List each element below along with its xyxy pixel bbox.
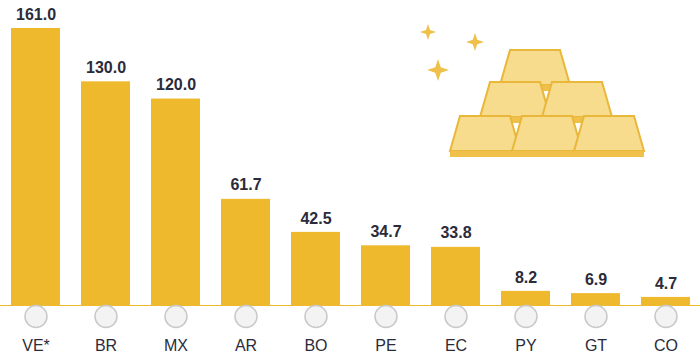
svg-text:61.7: 61.7 (230, 176, 261, 193)
svg-text:130.0: 130.0 (86, 59, 126, 76)
svg-text:34.7: 34.7 (370, 223, 401, 240)
svg-text:MX: MX (164, 337, 188, 354)
svg-text:8.2: 8.2 (515, 269, 537, 286)
svg-text:161.0: 161.0 (16, 6, 56, 23)
svg-text:PY: PY (515, 337, 537, 354)
svg-text:BO: BO (304, 337, 327, 354)
svg-text:42.5: 42.5 (300, 209, 331, 226)
svg-text:6.9: 6.9 (585, 271, 607, 288)
svg-text:GT: GT (585, 337, 607, 354)
svg-text:4.7: 4.7 (655, 275, 677, 292)
svg-text:CO: CO (654, 337, 678, 354)
svg-text:120.0: 120.0 (156, 76, 196, 93)
svg-text:33.8: 33.8 (440, 224, 471, 241)
svg-text:VE*: VE* (22, 337, 50, 354)
svg-text:PE: PE (375, 337, 396, 354)
svg-text:AR: AR (235, 337, 257, 354)
svg-text:EC: EC (445, 337, 467, 354)
svg-text:BR: BR (95, 337, 117, 354)
